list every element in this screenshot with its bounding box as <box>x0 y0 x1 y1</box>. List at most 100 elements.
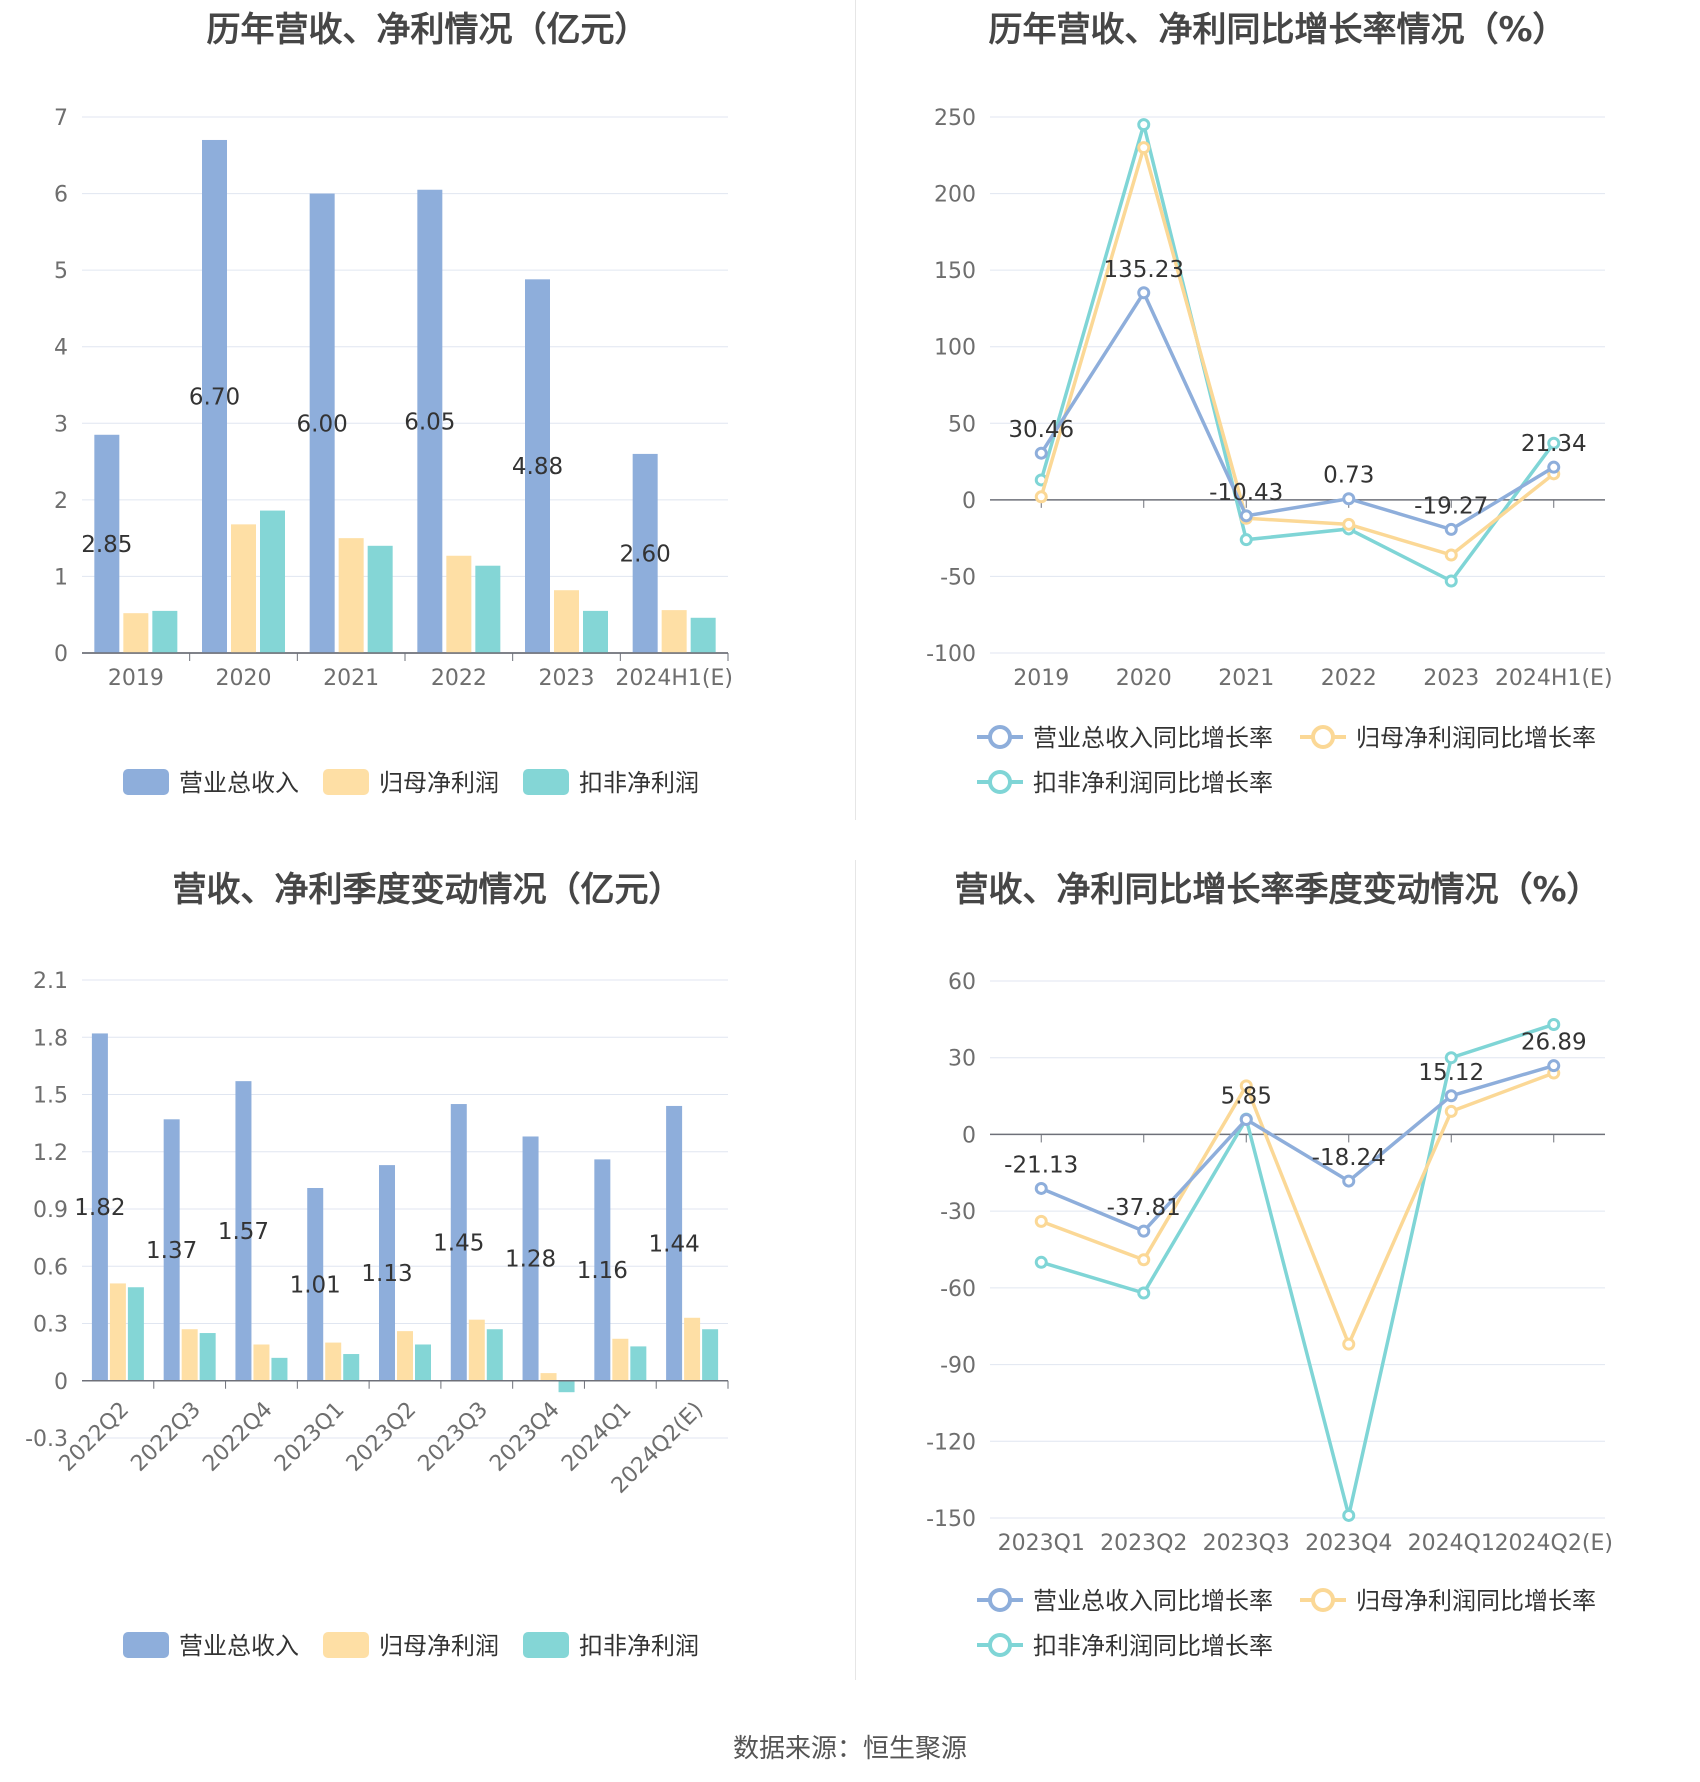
bar-revenue <box>594 1159 611 1381</box>
bar-net-profit <box>181 1329 198 1381</box>
y-tick-label: 1.5 <box>33 1084 68 1109</box>
bar-deducted-profit <box>343 1354 360 1381</box>
x-tick-label: 2023Q3 <box>1203 1531 1290 1556</box>
y-tick-label: 6 <box>54 183 68 208</box>
data-point <box>1444 548 1458 562</box>
bar-data-label: 1.01 <box>290 1272 341 1298</box>
legend-label: 扣非净利润同比增长率 <box>1033 769 1273 797</box>
y-tick-label: 2.1 <box>33 969 68 994</box>
bar-net-profit <box>554 590 579 653</box>
legend-label: 营业总收入同比增长率 <box>1033 1587 1273 1615</box>
quarterly-growth-rate-chart: 营收、净利同比增长率季度变动情况（%） -150 -120 -90 -60 -30 0 30… <box>855 860 1700 1720</box>
chart-title: 历年营收、净利情况（亿元） <box>206 10 649 50</box>
bar-data-label: 1.37 <box>146 1238 197 1264</box>
data-point <box>1137 118 1151 132</box>
legend-swatch <box>123 769 169 795</box>
bar-data-label: 4.88 <box>512 454 563 480</box>
data-point <box>1444 574 1458 588</box>
data-source-note: 数据来源：恒生聚源 <box>732 1734 967 1764</box>
y-tick-label: 100 <box>934 336 976 361</box>
legend-label: 营业总收入 <box>179 769 299 797</box>
bar-deducted-profit <box>415 1344 431 1381</box>
bar-data-label: 1.28 <box>505 1247 556 1273</box>
series-line-deducted-profit-growth <box>1039 117 1556 584</box>
y-tick-label: 1.8 <box>33 1026 68 1051</box>
bar-revenue <box>94 434 120 653</box>
series-line-net-profit-growth <box>1039 141 1555 557</box>
bar-deducted-profit <box>702 1329 719 1381</box>
panel-divider-top <box>855 0 856 820</box>
y-tick-label: -60 <box>940 1277 976 1302</box>
data-point <box>1444 1051 1458 1065</box>
bar-data-label: 1.57 <box>218 1219 269 1245</box>
quarterly-revenue-profit-svg: -0.300.30.60.91.21.51.82.12022Q21.822022… <box>25 969 729 1660</box>
data-point <box>1342 1174 1356 1188</box>
line-data-label: -18.24 <box>1312 1145 1386 1171</box>
legend-label: 营业总收入同比增长率 <box>1033 724 1273 752</box>
legend-label: 归母净利润同比增长率 <box>1356 724 1596 752</box>
y-tick-label: 0 <box>962 1123 976 1148</box>
x-tick-label: 2023Q2 <box>1100 1531 1187 1556</box>
x-tick-label: 2024H1(E) <box>615 666 733 691</box>
legend-marker <box>988 725 1012 749</box>
bar-deducted-profit <box>558 1380 575 1393</box>
x-tick-label: 2024H1(E) <box>1495 666 1613 691</box>
y-tick-label: -120 <box>926 1430 976 1455</box>
bar-deducted-profit <box>690 617 716 653</box>
series-line-net-profit-growth <box>1040 1071 1555 1349</box>
bar-data-label: 6.00 <box>297 411 348 437</box>
bar-deducted-profit <box>199 1333 216 1381</box>
x-tick-label: 2023 <box>1423 666 1479 691</box>
data-point <box>1444 1104 1458 1118</box>
bar-net-profit <box>123 613 149 653</box>
bar-net-profit <box>109 1283 126 1381</box>
x-tick-label: 2022 <box>431 666 487 691</box>
legend-label: 扣非净利润同比增长率 <box>1033 1632 1273 1660</box>
bar-net-profit <box>684 1317 701 1381</box>
legend-marker <box>988 770 1012 794</box>
bar-net-profit <box>325 1342 342 1381</box>
y-tick-label: 200 <box>934 183 976 208</box>
bar-revenue <box>522 1136 539 1381</box>
x-tick-label: 2023 <box>539 666 595 691</box>
annual-growth-rate-chart: 历年营收、净利同比增长率情况（%） -100 -50 0 50 100 150 200 250… <box>855 0 1700 820</box>
line-data-label: -10.43 <box>1209 480 1283 506</box>
bar-data-label: 6.05 <box>404 409 455 435</box>
bar-revenue <box>202 139 227 653</box>
x-tick-label: 2020 <box>1116 666 1172 691</box>
y-tick-label: -0.3 <box>25 1427 68 1452</box>
y-tick-label: 0.9 <box>33 1198 68 1223</box>
legend-swatch <box>323 769 369 795</box>
bar-revenue <box>525 279 550 653</box>
data-point <box>1034 1181 1048 1195</box>
chart-title: 营收、净利同比增长率季度变动情况（%） <box>954 870 1601 910</box>
bar-data-label: 1.13 <box>361 1261 412 1287</box>
y-tick-label: -90 <box>940 1354 976 1379</box>
x-tick-label: 2023Q3 <box>414 1397 493 1476</box>
x-tick-label: 2024Q1 <box>1408 1531 1495 1556</box>
legend-label: 扣非净利润 <box>579 769 699 797</box>
bar-net-profit <box>661 610 687 653</box>
y-tick-label: 1 <box>54 565 68 590</box>
bar-deducted-profit <box>271 1357 288 1381</box>
y-tick-label: 30 <box>948 1047 976 1072</box>
x-tick-label: 2020 <box>216 666 272 691</box>
y-tick-label: 4 <box>54 336 68 361</box>
bar-revenue <box>163 1119 180 1381</box>
x-tick-label: 2023Q4 <box>1305 1531 1392 1556</box>
data-point <box>1547 436 1561 450</box>
bar-net-profit <box>468 1319 485 1381</box>
bar-net-profit <box>397 1331 413 1381</box>
data-point <box>1137 1253 1151 1267</box>
data-point <box>1547 1059 1561 1073</box>
bar-deducted-profit <box>367 545 393 653</box>
y-tick-label: 0 <box>54 642 68 667</box>
bar-deducted-profit <box>260 510 285 653</box>
y-tick-label: 150 <box>934 259 976 284</box>
legend-swatch <box>523 1632 569 1658</box>
bar-net-profit <box>446 555 472 653</box>
x-tick-label: 2019 <box>108 666 164 691</box>
bar-revenue <box>309 193 335 654</box>
data-point <box>1034 446 1048 460</box>
line-data-label: 26.89 <box>1521 1030 1587 1056</box>
